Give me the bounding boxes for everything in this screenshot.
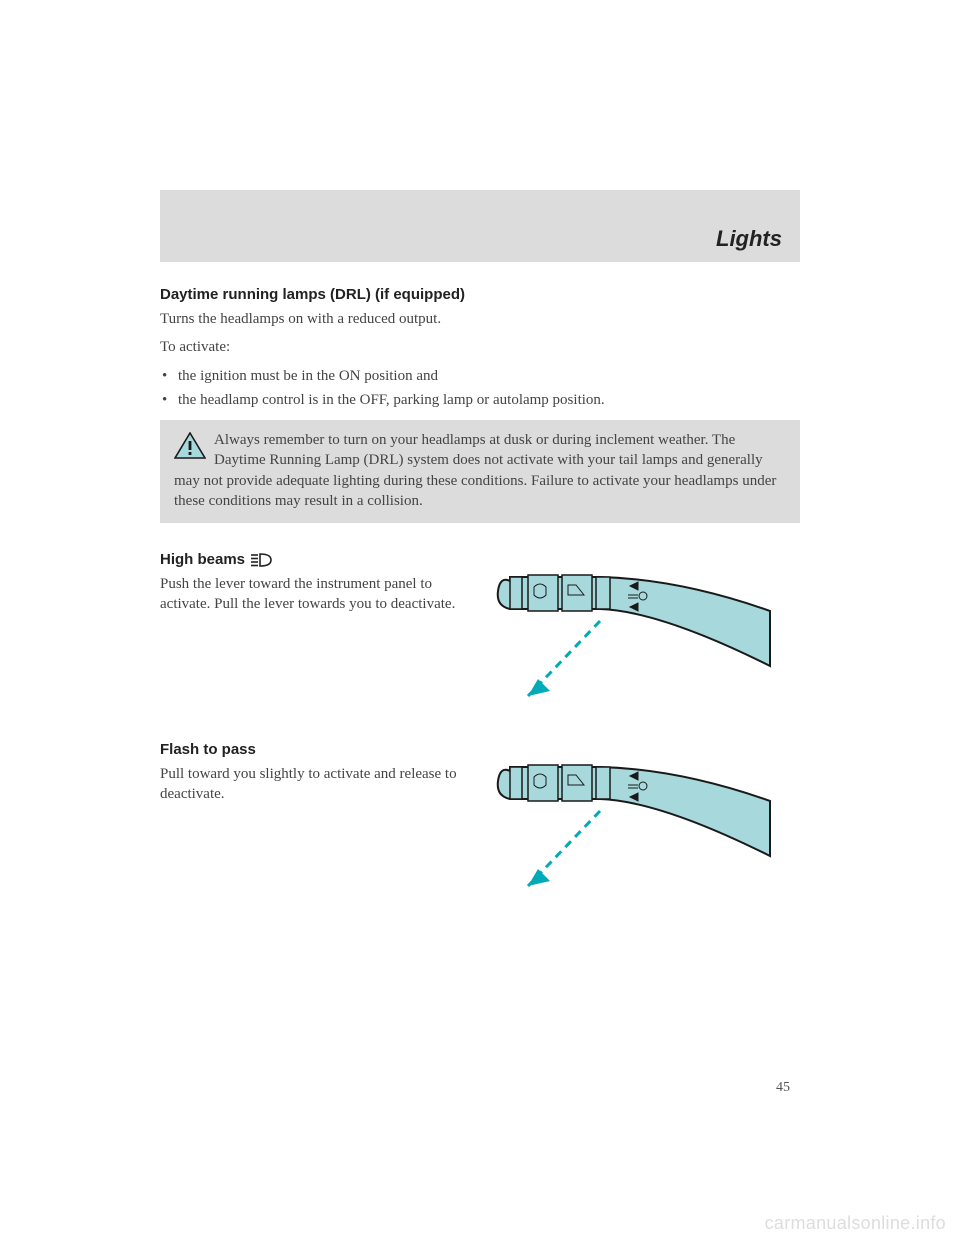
warning-box: Always remember to turn on your headlamp… xyxy=(160,420,800,523)
drl-heading: Daytime running lamps (DRL) (if equipped… xyxy=(160,286,800,303)
header-bar: Lights xyxy=(160,190,800,262)
flash-to-pass-heading: Flash to pass xyxy=(160,741,460,758)
high-beams-heading-label: High beams xyxy=(160,551,245,568)
lever-figure-high-beams xyxy=(480,551,780,711)
watermark: carmanualsonline.info xyxy=(765,1213,946,1234)
high-beams-body: Push the lever toward the instrument pan… xyxy=(160,574,460,615)
section-title: Lights xyxy=(716,226,782,252)
flash-to-pass-text-col: Flash to pass Pull toward you slightly t… xyxy=(160,741,460,901)
list-item: the headlamp control is in the OFF, park… xyxy=(160,390,800,410)
list-item: the ignition must be in the ON position … xyxy=(160,366,800,386)
high-beams-row: High beams Push the lever toward the ins… xyxy=(160,551,800,711)
drl-bullet-list: the ignition must be in the ON position … xyxy=(160,366,800,411)
warning-text: Always remember to turn on your headlamp… xyxy=(174,432,776,509)
drl-intro: Turns the headlamps on with a reduced ou… xyxy=(160,309,800,329)
page-content: Lights Daytime running lamps (DRL) (if e… xyxy=(160,190,800,931)
warning-triangle-icon xyxy=(174,432,206,460)
drl-activate-label: To activate: xyxy=(160,337,800,357)
flash-to-pass-row: Flash to pass Pull toward you slightly t… xyxy=(160,741,800,901)
high-beam-icon xyxy=(251,553,273,567)
lever-figure-flash-to-pass xyxy=(480,741,780,901)
high-beams-text-col: High beams Push the lever toward the ins… xyxy=(160,551,460,711)
flash-to-pass-body: Pull toward you slightly to activate and… xyxy=(160,764,460,805)
page-number: 45 xyxy=(776,1080,790,1096)
high-beams-heading: High beams xyxy=(160,551,460,568)
